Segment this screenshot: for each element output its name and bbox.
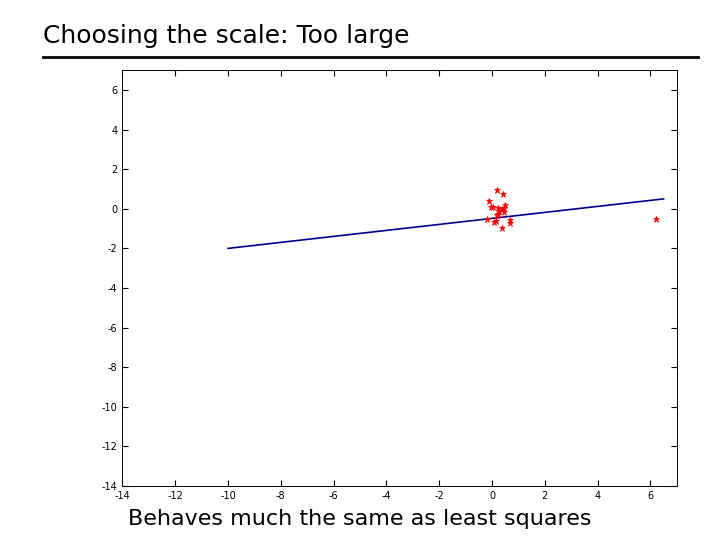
Text: Behaves much the same as least squares: Behaves much the same as least squares xyxy=(128,509,592,529)
Text: Choosing the scale: Too large: Choosing the scale: Too large xyxy=(43,24,410,48)
